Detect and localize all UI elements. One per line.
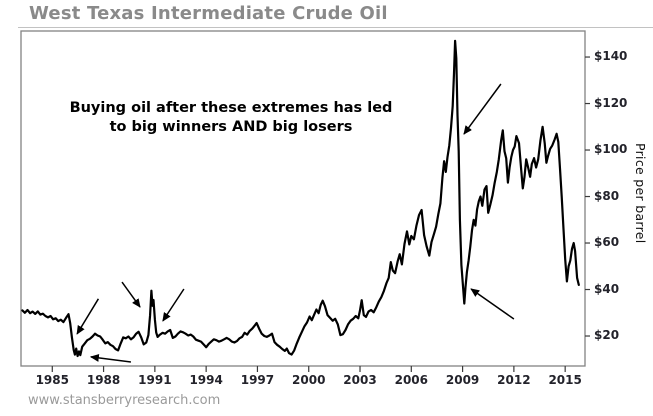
x-tick-label: 2000 — [292, 373, 326, 387]
y-tick-label: $60 — [594, 235, 620, 250]
x-tick-label: 2006 — [394, 373, 428, 387]
x-tick-label: 2015 — [548, 373, 582, 387]
x-tick-label: 1991 — [138, 373, 172, 387]
annotation-line-1: Buying oil after these extremes has led — [69, 100, 393, 116]
y-tick-label: $80 — [594, 188, 620, 203]
annotation-arrow — [162, 288, 185, 322]
y-tick-label: $140 — [594, 49, 628, 64]
y-tick-label: $100 — [594, 142, 628, 157]
title-underline — [18, 27, 653, 28]
annotation-arrow — [463, 83, 502, 135]
annotation-arrow — [76, 298, 100, 335]
chart-annotation-text: Buying oil after these extremes has led … — [35, 99, 427, 137]
chart-title: West Texas Intermediate Crude Oil — [29, 3, 388, 24]
x-tick-label: 2009 — [445, 373, 480, 387]
price-line — [21, 39, 580, 358]
y-tick-label: $120 — [594, 95, 628, 110]
annotation-arrow — [89, 353, 131, 363]
y-tick-label: $40 — [594, 281, 620, 296]
source-url: www.stansberryresearch.com — [28, 393, 221, 408]
x-tick-label: 1994 — [189, 373, 223, 387]
x-tick-label: 1997 — [240, 373, 275, 387]
plot-border — [20, 30, 586, 367]
annotation-arrow — [470, 288, 515, 320]
x-tick-label: 1985 — [35, 373, 69, 387]
x-tick-label: 1988 — [86, 373, 121, 387]
annotation-line-2: to big winners AND big losers — [109, 119, 353, 136]
annotation-arrow — [121, 281, 141, 308]
x-tick-label: 2012 — [497, 373, 531, 387]
y-axis-title: Price per barrel — [633, 143, 648, 244]
x-tick-label: 2003 — [343, 373, 377, 387]
y-tick-label: $20 — [594, 328, 620, 342]
